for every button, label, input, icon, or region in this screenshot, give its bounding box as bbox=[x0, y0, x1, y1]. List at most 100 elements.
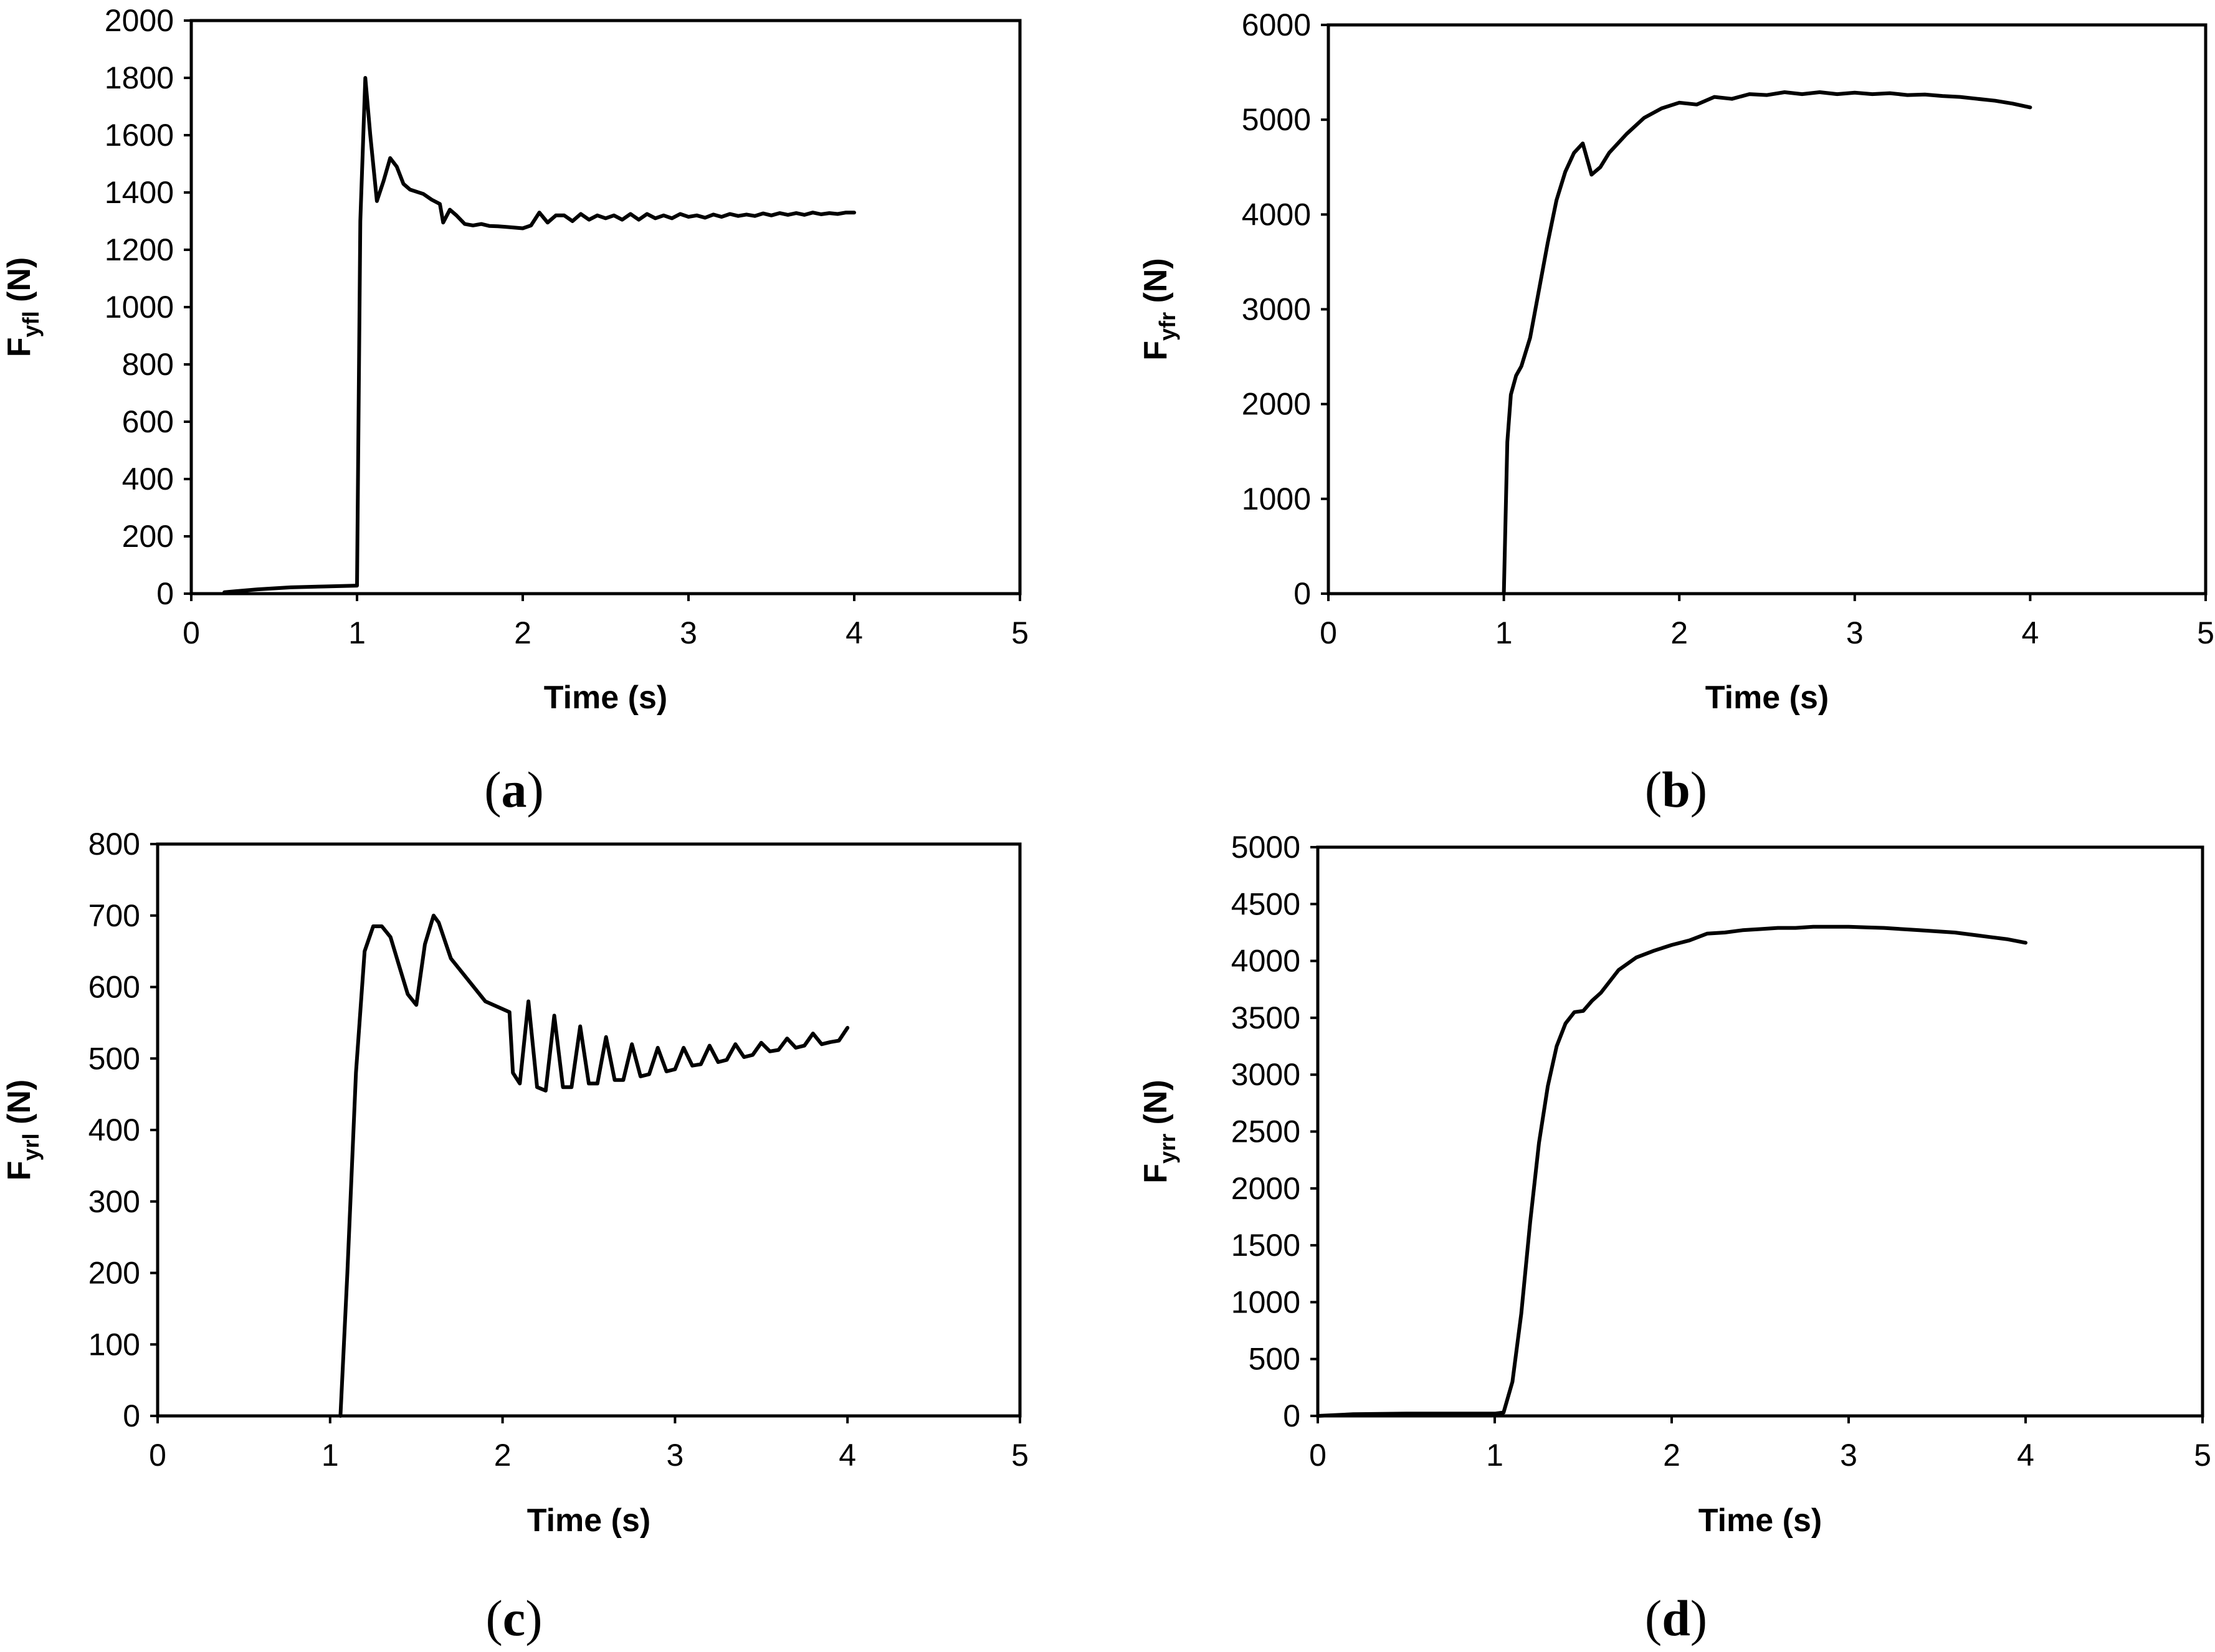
x-tick-label: 3 bbox=[680, 615, 697, 650]
y-axis-title-unit: (N) bbox=[1, 257, 37, 311]
y-tick-label: 1600 bbox=[105, 118, 174, 153]
plot-frame bbox=[189, 19, 1022, 596]
y-tick-label: 800 bbox=[122, 347, 174, 382]
y-axis-title-unit: (N) bbox=[1138, 1080, 1174, 1134]
y-tick-label: 0 bbox=[1293, 576, 1311, 611]
y-tick-label: 5000 bbox=[1242, 102, 1311, 137]
y-axis-title: Fyrr (N) bbox=[1138, 1080, 1180, 1183]
panel-label-open-paren: ( bbox=[1645, 761, 1662, 818]
x-tick-label: 1 bbox=[1495, 615, 1513, 650]
y-tick-label: 200 bbox=[88, 1256, 140, 1291]
chart-panel-a: 0 200 400 600 800 1000 1200 1400 1600 1800 2000 0 1 2… bbox=[1, 3, 1029, 818]
y-tick-label: 3500 bbox=[1231, 1000, 1300, 1035]
chart-panel-b: 0 1000 2000 3000 4000 5000 6000 0 1 2 3 4 5 Time (s) F… bbox=[1138, 7, 2214, 818]
panel-label-close-paren: ) bbox=[1690, 1590, 1707, 1646]
y-axis-title-unit: (N) bbox=[1138, 258, 1174, 312]
y-axis-title-base: F bbox=[1, 337, 37, 357]
series-line-c bbox=[338, 913, 850, 1418]
x-tick-label: 4 bbox=[846, 615, 863, 650]
y-axis-title-subscript: yfr bbox=[1155, 312, 1180, 341]
x-tick-label: 2 bbox=[1663, 1438, 1680, 1473]
y-tick-label: 1500 bbox=[1231, 1228, 1300, 1263]
y-axis-title-base: F bbox=[1, 1161, 37, 1180]
panel-label-close-paren: ) bbox=[527, 761, 544, 818]
x-axis-title: Time (s) bbox=[544, 680, 667, 716]
x-tick-label: 1 bbox=[1486, 1438, 1503, 1473]
series-line-b bbox=[1502, 90, 2032, 596]
series-line-d bbox=[1316, 924, 2027, 1418]
x-tick-label: 4 bbox=[839, 1438, 856, 1473]
y-tick-label: 0 bbox=[1283, 1398, 1300, 1433]
y-tick-label: 600 bbox=[88, 970, 140, 1005]
y-tick-label: 1800 bbox=[105, 60, 174, 95]
y-tick-label: 2500 bbox=[1231, 1114, 1300, 1149]
x-tick-label: 0 bbox=[1309, 1438, 1327, 1473]
y-tick-label: 1400 bbox=[105, 175, 174, 210]
plot-frame bbox=[1327, 23, 2208, 596]
chart-panel-c: 0 100 200 300 400 500 600 700 800 0 1 2 3 4 5 Time (s) F… bbox=[1, 827, 1029, 1646]
y-tick-label: 4000 bbox=[1242, 197, 1311, 232]
y-tick-label: 4500 bbox=[1231, 886, 1300, 921]
chart-panel-d: 0 500 1000 1500 2000 2500 3000 3500 4000 4500 5000… bbox=[1138, 830, 2211, 1646]
panel-label-letter: a bbox=[502, 761, 527, 818]
y-tick-label: 100 bbox=[88, 1327, 140, 1362]
y-axis-title: Fyfr (N) bbox=[1138, 258, 1180, 360]
x-tick-label: 5 bbox=[1011, 615, 1029, 650]
y-axis-title-base: F bbox=[1138, 1164, 1174, 1184]
y-tick-label: 3000 bbox=[1231, 1057, 1300, 1092]
panel-label-letter: d bbox=[1662, 1590, 1690, 1646]
panel-label-letter: c bbox=[503, 1590, 525, 1646]
y-tick-label: 4000 bbox=[1231, 944, 1300, 979]
panel-label-open-paren: ( bbox=[1645, 1590, 1662, 1646]
plot-frame bbox=[156, 842, 1022, 1418]
x-tick-label: 4 bbox=[2017, 1438, 2034, 1473]
panel-label-letter: b bbox=[1662, 761, 1690, 818]
x-tick-label: 5 bbox=[2194, 1438, 2211, 1473]
x-tick-label: 3 bbox=[666, 1438, 684, 1473]
y-tick-label: 1000 bbox=[1231, 1284, 1300, 1319]
panel-label: (d) bbox=[1645, 1590, 1707, 1646]
y-tick-label: 6000 bbox=[1242, 7, 1311, 42]
x-tick-label: 0 bbox=[183, 615, 200, 650]
y-axis-title-subscript: yfl bbox=[18, 311, 44, 337]
panel-label-close-paren: ) bbox=[1690, 761, 1707, 818]
y-tick-label: 2000 bbox=[1231, 1171, 1300, 1206]
x-axis-title: Time (s) bbox=[527, 1502, 650, 1539]
panel-label: (c) bbox=[485, 1590, 542, 1646]
y-tick-label: 200 bbox=[122, 519, 174, 554]
y-tick-label: 1000 bbox=[105, 290, 174, 325]
y-tick-label: 0 bbox=[156, 576, 174, 611]
y-tick-label: 500 bbox=[88, 1041, 140, 1076]
panel-label-open-paren: ( bbox=[485, 1590, 502, 1646]
y-axis-title: Fyrl (N) bbox=[1, 1080, 44, 1180]
plot-frame bbox=[1316, 845, 2204, 1418]
x-tick-label: 1 bbox=[322, 1438, 339, 1473]
y-tick-label: 400 bbox=[88, 1113, 140, 1147]
y-tick-label: 700 bbox=[88, 898, 140, 933]
panel-label: (a) bbox=[484, 761, 544, 818]
x-axis-title: Time (s) bbox=[1698, 1502, 1822, 1539]
y-tick-label: 400 bbox=[122, 462, 174, 496]
y-tick-label: 3000 bbox=[1242, 292, 1311, 327]
y-axis-title-subscript: yrl bbox=[18, 1133, 44, 1161]
y-tick-label: 300 bbox=[88, 1184, 140, 1219]
y-tick-label: 2000 bbox=[1242, 387, 1311, 422]
x-tick-label: 3 bbox=[1846, 615, 1864, 650]
x-tick-label: 1 bbox=[348, 615, 366, 650]
y-tick-label: 5000 bbox=[1231, 830, 1300, 865]
series-line-a bbox=[222, 76, 856, 594]
x-tick-label: 0 bbox=[149, 1438, 166, 1473]
y-tick-label: 800 bbox=[88, 827, 140, 862]
y-axis-title-unit: (N) bbox=[1, 1080, 37, 1134]
x-tick-label: 0 bbox=[1320, 615, 1337, 650]
y-tick-label: 600 bbox=[122, 404, 174, 439]
x-tick-label: 3 bbox=[1840, 1438, 1857, 1473]
y-tick-label: 2000 bbox=[105, 3, 174, 38]
y-tick-label: 1200 bbox=[105, 232, 174, 267]
y-tick-label: 0 bbox=[123, 1398, 140, 1433]
panel-label-open-paren: ( bbox=[484, 761, 501, 818]
x-tick-label: 4 bbox=[2021, 615, 2039, 650]
y-tick-label: 500 bbox=[1249, 1342, 1300, 1377]
